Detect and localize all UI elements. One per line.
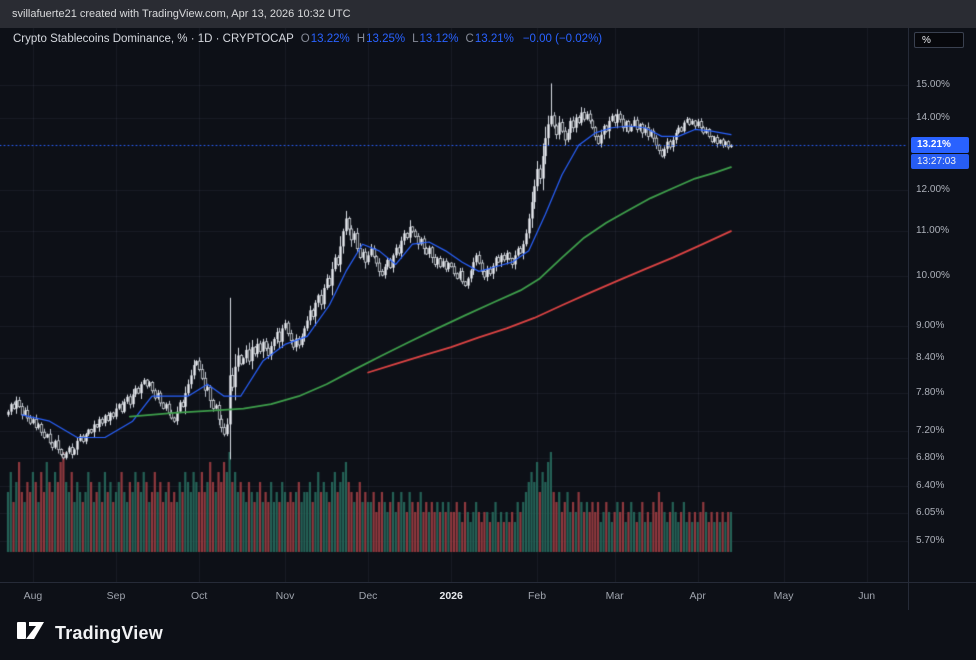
high-label: H — [356, 33, 366, 45]
time-tick-label: May — [773, 590, 794, 602]
legend: Crypto Stablecoins Dominance, % · 1D · C… — [13, 33, 602, 45]
change-value: −0.00 (−0.02%) — [522, 33, 603, 45]
open-value: 13.22% — [310, 33, 350, 45]
price-tick-label: 11.00% — [916, 225, 950, 237]
price-tick-label: 6.80% — [916, 451, 945, 463]
open-label: O — [300, 33, 310, 45]
unit-percent-button[interactable]: % — [914, 32, 964, 48]
low-value: 13.12% — [419, 33, 459, 45]
time-tick-label: Feb — [528, 590, 547, 602]
high-value: 13.25% — [366, 33, 406, 45]
price-tick-label: 15.00% — [916, 79, 950, 90]
time-tick-label: Nov — [275, 590, 295, 602]
time-tick-label: Sep — [106, 590, 126, 602]
close-label: C — [465, 33, 474, 45]
price-axis[interactable]: % 13.21% 13:27:03 15.00% 14.00% 12.00% 11.0… — [908, 28, 976, 610]
attribution-text: svillafuerte21 created with TradingView.… — [12, 8, 351, 20]
price-tick-label: 6.05% — [916, 506, 945, 518]
bar-countdown-badge: 13:27:03 — [911, 153, 969, 169]
time-axis[interactable]: Aug Sep Oct Nov Dec 2026 Feb Mar Apr May Jun — [0, 582, 976, 610]
close-value: 13.21% — [474, 33, 514, 45]
price-tick-label: 7.20% — [916, 424, 945, 436]
attribution-bar: svillafuerte21 created with TradingView.… — [0, 0, 976, 28]
time-tick-label: Apr — [689, 590, 706, 602]
tradingview-logo-text: TradingView — [55, 623, 163, 643]
time-tick-label: Dec — [358, 590, 378, 602]
price-tick-label: 8.40% — [916, 352, 945, 364]
price-tick-label: 6.40% — [916, 480, 945, 492]
price-tick-label: 7.80% — [916, 387, 945, 399]
legend-close: C 13.21% — [466, 33, 514, 45]
tradingview-logo[interactable]: TradingView — [16, 618, 163, 649]
time-tick-label: Aug — [23, 590, 43, 602]
price-tick-label: 9.00% — [916, 319, 945, 331]
footer: TradingView — [0, 610, 976, 660]
time-tick-label: Oct — [190, 590, 208, 602]
time-tick-label: 2026 — [439, 590, 463, 602]
legend-low: L 13.12% — [412, 33, 458, 45]
time-tick-label: Jun — [858, 590, 876, 602]
price-tick-label: 10.00% — [916, 270, 950, 282]
legend-open: O 13.22% — [301, 33, 350, 45]
price-chart-canvas[interactable] — [0, 28, 908, 582]
price-tick-label: 5.70% — [916, 535, 945, 546]
current-price-badge: 13.21% — [911, 136, 969, 153]
chart-area: Crypto Stablecoins Dominance, % · 1D · C… — [0, 28, 908, 582]
price-tick-label: 14.00% — [916, 111, 950, 123]
time-tick-label: Mar — [605, 590, 624, 602]
symbol-title[interactable]: Crypto Stablecoins Dominance, % · 1D · C… — [13, 33, 294, 45]
price-tick-label: 12.00% — [916, 184, 950, 196]
tradingview-logo-icon — [16, 618, 46, 649]
legend-high: H 13.25% — [357, 33, 405, 45]
low-label: L — [412, 33, 419, 45]
